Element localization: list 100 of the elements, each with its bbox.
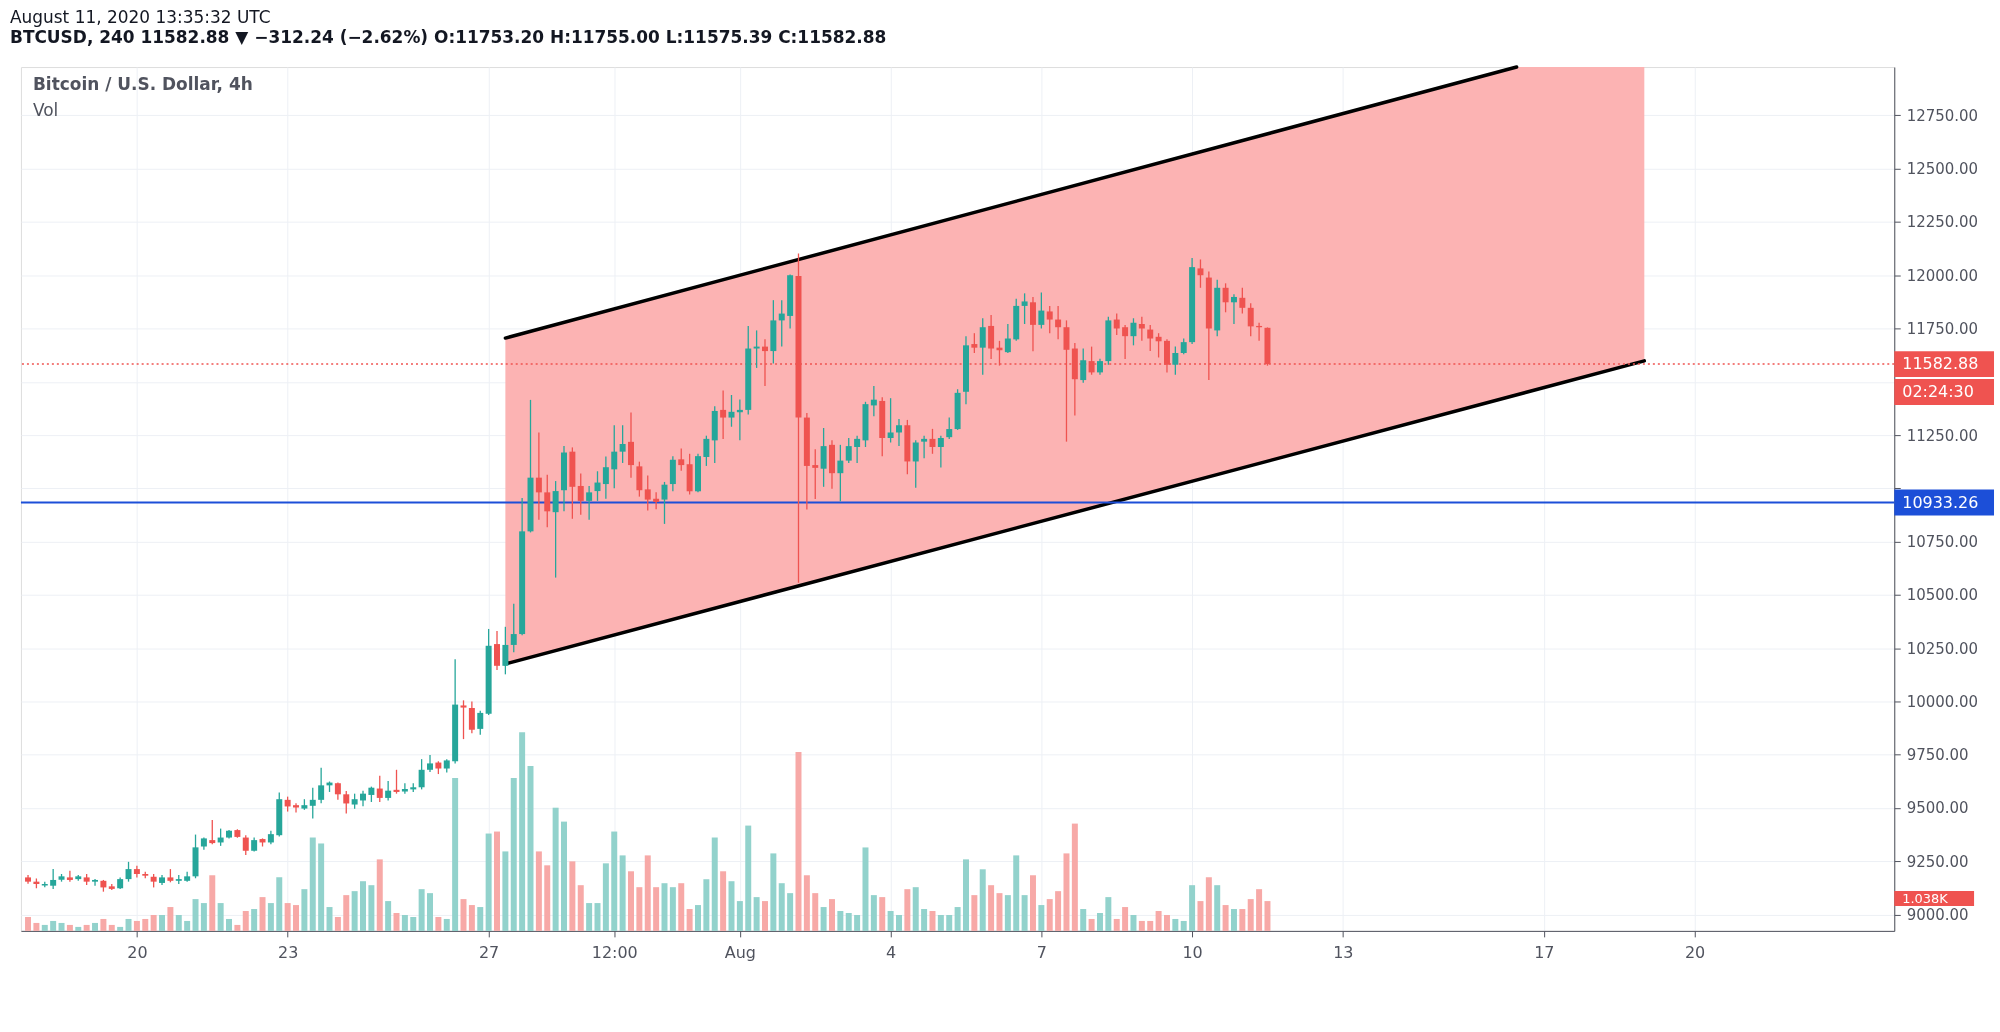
bar xyxy=(284,903,291,931)
bar xyxy=(33,922,40,931)
candlestick xyxy=(837,444,844,502)
candlestick xyxy=(1122,324,1129,360)
bar xyxy=(217,903,224,931)
bar xyxy=(50,920,57,931)
bar xyxy=(1013,855,1020,931)
bar xyxy=(267,903,274,931)
bar xyxy=(879,897,886,931)
x-tick-label: 4 xyxy=(886,943,897,963)
bar xyxy=(996,893,1003,931)
bar xyxy=(695,905,701,931)
bar xyxy=(778,883,785,931)
bar xyxy=(544,865,551,931)
candlestick xyxy=(820,427,827,488)
bar xyxy=(837,911,844,931)
bar xyxy=(1021,895,1028,931)
bar xyxy=(678,883,685,931)
y-tick-label: 11250.00 xyxy=(1906,426,1979,445)
ref-line-label: 11582.88 xyxy=(1902,354,1979,374)
text: 1.038K xyxy=(1902,891,1949,907)
bar xyxy=(628,871,634,931)
bar xyxy=(946,914,953,931)
candlestick xyxy=(644,474,651,512)
candlestick xyxy=(720,389,727,440)
bar xyxy=(435,916,442,931)
candlestick xyxy=(544,474,551,528)
candlestick xyxy=(309,787,316,820)
bar xyxy=(226,918,233,931)
bar xyxy=(167,907,174,931)
bar xyxy=(1180,920,1187,931)
candlestick xyxy=(343,790,350,815)
bar xyxy=(200,903,207,931)
x-tick-label: 13 xyxy=(1333,943,1354,963)
x-tick-label: Aug xyxy=(724,943,756,963)
bar xyxy=(410,916,417,931)
bar xyxy=(611,831,618,931)
candlestick xyxy=(293,802,300,814)
bar xyxy=(242,911,249,931)
bar xyxy=(209,875,216,931)
candlestick xyxy=(1038,291,1045,330)
bar xyxy=(318,843,325,931)
bar xyxy=(1004,895,1011,931)
bar xyxy=(175,914,182,931)
bar xyxy=(1239,909,1246,931)
x-tick-label: 20 xyxy=(1684,943,1706,963)
bar xyxy=(745,825,752,931)
candlestick xyxy=(502,626,509,675)
bar xyxy=(636,887,643,931)
bar xyxy=(686,909,693,931)
candlestick xyxy=(209,819,216,845)
bar xyxy=(309,837,316,931)
bar xyxy=(669,887,676,931)
bar xyxy=(401,914,408,931)
bar xyxy=(1038,905,1045,931)
bar xyxy=(1197,901,1204,931)
bar xyxy=(602,863,609,931)
candlestick xyxy=(552,480,559,579)
bar xyxy=(895,914,902,931)
candlestick xyxy=(1247,302,1254,337)
candlestick xyxy=(1172,345,1179,376)
bar xyxy=(301,889,308,931)
bar xyxy=(360,881,366,931)
bar xyxy=(125,918,132,931)
bar xyxy=(1256,889,1263,931)
x-tick-label: 12:00 xyxy=(591,943,638,963)
candlestick xyxy=(66,870,73,883)
bar xyxy=(1029,875,1036,931)
x-tick-label: 17 xyxy=(1534,943,1555,963)
candlestick xyxy=(1130,317,1137,346)
bar xyxy=(988,885,995,931)
bar xyxy=(418,889,425,931)
bar xyxy=(159,914,166,931)
bar xyxy=(259,897,266,931)
bar xyxy=(142,918,149,931)
bar xyxy=(1088,918,1095,931)
candlestick xyxy=(602,455,609,500)
bar xyxy=(569,861,576,931)
bar xyxy=(1071,823,1078,931)
bar xyxy=(133,920,140,931)
candlestick xyxy=(477,710,484,736)
bar xyxy=(477,907,484,931)
text: 02:24:30 xyxy=(1902,382,1974,402)
candlestick xyxy=(1222,282,1229,313)
candlestick xyxy=(812,448,819,500)
bar xyxy=(1247,899,1254,931)
bar xyxy=(385,901,392,931)
bar xyxy=(1063,853,1070,931)
candlestick xyxy=(1046,305,1053,334)
chart-title: Vol xyxy=(32,99,59,120)
bar xyxy=(376,859,383,931)
bar xyxy=(1205,877,1212,931)
bar xyxy=(1113,918,1120,931)
y-tick-label: 10750.00 xyxy=(1906,533,1979,552)
bar xyxy=(1222,905,1229,931)
candlestick xyxy=(619,424,626,464)
bar xyxy=(75,926,82,931)
bar xyxy=(912,887,919,931)
bar xyxy=(1122,907,1129,931)
candlestick xyxy=(636,461,643,498)
